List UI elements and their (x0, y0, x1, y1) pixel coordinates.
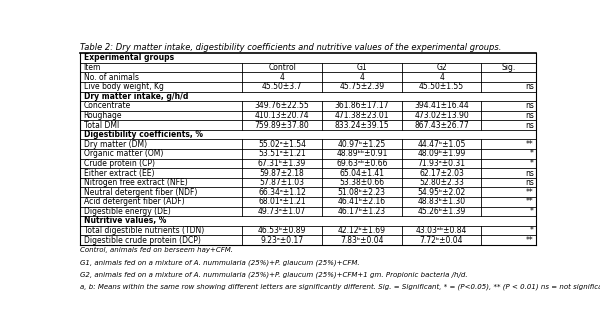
Text: 71.93ᵃ±0.31: 71.93ᵃ±0.31 (418, 159, 466, 168)
Text: *: * (530, 207, 534, 216)
Text: G2: G2 (436, 63, 447, 72)
Text: Live body weight, Kg: Live body weight, Kg (83, 82, 163, 91)
Text: G2, animals fed on a mixture of A. nummularia (25%)+P. glaucum (25%)+CFM+1 gm. P: G2, animals fed on a mixture of A. nummu… (80, 271, 468, 278)
Text: 48.09ᵇ±1.99: 48.09ᵇ±1.99 (418, 149, 466, 158)
Text: 46.41ᵇ±2.16: 46.41ᵇ±2.16 (338, 197, 386, 206)
Text: Acid detergent fiber (ADF): Acid detergent fiber (ADF) (83, 197, 184, 206)
Text: 65.04±1.41: 65.04±1.41 (340, 168, 385, 177)
Text: 55.02ᵃ±1.54: 55.02ᵃ±1.54 (258, 140, 306, 149)
Text: ns: ns (525, 178, 534, 187)
Text: ns: ns (525, 111, 534, 120)
Text: Total DMI: Total DMI (83, 121, 119, 130)
Text: ns: ns (525, 82, 534, 91)
Text: 833.24±39.15: 833.24±39.15 (335, 121, 389, 130)
Text: 52.80±2.33: 52.80±2.33 (419, 178, 464, 187)
Text: 45.50±3.7: 45.50±3.7 (262, 82, 302, 91)
Text: ns: ns (525, 102, 534, 111)
Text: 45.26ᵇ±1.39: 45.26ᵇ±1.39 (418, 207, 466, 216)
Text: Digestibility coefficients, %: Digestibility coefficients, % (83, 130, 203, 139)
Text: 759.89±37.80: 759.89±37.80 (254, 121, 310, 130)
Text: Item: Item (83, 63, 101, 72)
Text: *: * (530, 226, 534, 235)
Text: *: * (530, 149, 534, 158)
Text: 4: 4 (439, 72, 444, 81)
Text: 62.17±2.03: 62.17±2.03 (419, 168, 464, 177)
Text: 361.86±17.17: 361.86±17.17 (335, 102, 389, 111)
Text: 49.73ᵃ±1.07: 49.73ᵃ±1.07 (258, 207, 306, 216)
Text: 48.83ᵇ±1.30: 48.83ᵇ±1.30 (418, 197, 466, 206)
Text: 42.12ᵇ±1.69: 42.12ᵇ±1.69 (338, 226, 386, 235)
Text: Experimental groups: Experimental groups (83, 53, 173, 62)
Text: 410.13±20.74: 410.13±20.74 (255, 111, 310, 120)
Text: 471.38±23.01: 471.38±23.01 (335, 111, 389, 120)
Text: 7.83ᵇ±0.04: 7.83ᵇ±0.04 (340, 235, 383, 244)
Text: 44.47ᵇ±1.05: 44.47ᵇ±1.05 (418, 140, 466, 149)
Text: Digestible crude protein (DCP): Digestible crude protein (DCP) (83, 235, 200, 244)
Text: Total digestible nutrients (TDN): Total digestible nutrients (TDN) (83, 226, 204, 235)
Text: 394.41±16.44: 394.41±16.44 (414, 102, 469, 111)
Text: Either extract (EE): Either extract (EE) (83, 168, 154, 177)
Text: **: ** (526, 140, 534, 149)
Text: 4: 4 (280, 72, 284, 81)
Text: 473.02±13.90: 473.02±13.90 (414, 111, 469, 120)
Text: **: ** (526, 235, 534, 244)
Text: Table 2: Dry matter intake, digestibility coefficients and nutritive values of t: Table 2: Dry matter intake, digestibilit… (80, 43, 502, 52)
Text: Neutral detergent fiber (NDF): Neutral detergent fiber (NDF) (83, 188, 197, 197)
Text: Roughage: Roughage (83, 111, 122, 120)
Text: Control: Control (268, 63, 296, 72)
Text: Control, animals fed on berseem hay+CFM.: Control, animals fed on berseem hay+CFM. (80, 247, 233, 253)
Text: 46.17ᵇ±1.23: 46.17ᵇ±1.23 (338, 207, 386, 216)
Text: 67.31ᵇ±1.39: 67.31ᵇ±1.39 (258, 159, 306, 168)
Text: Sig.: Sig. (502, 63, 516, 72)
Text: 53.38±0.66: 53.38±0.66 (339, 178, 385, 187)
Text: Concentrate: Concentrate (83, 102, 131, 111)
Text: Dry matter (DM): Dry matter (DM) (83, 140, 146, 149)
Text: 66.34ᵃ±1.12: 66.34ᵃ±1.12 (258, 188, 306, 197)
Text: G1, animals fed on a mixture of A. nummularia (25%)+P. glaucum (25%)+CFM.: G1, animals fed on a mixture of A. nummu… (80, 259, 360, 266)
Text: 68.01ᵃ±1.21: 68.01ᵃ±1.21 (258, 197, 306, 206)
Text: No. of animals: No. of animals (83, 72, 139, 81)
Text: Organic matter (OM): Organic matter (OM) (83, 149, 163, 158)
Text: 867.43±26.77: 867.43±26.77 (414, 121, 469, 130)
Text: Digestible energy (DE): Digestible energy (DE) (83, 207, 170, 216)
Text: Crude protein (CP): Crude protein (CP) (83, 159, 155, 168)
Text: 46.53ᵇ±0.89: 46.53ᵇ±0.89 (258, 226, 306, 235)
Text: 45.50±1.55: 45.50±1.55 (419, 82, 464, 91)
Text: **: ** (526, 188, 534, 197)
Text: 9.23ᵃ±0.17: 9.23ᵃ±0.17 (260, 235, 304, 244)
Text: 43.03ᵃᵇ±0.84: 43.03ᵃᵇ±0.84 (416, 226, 467, 235)
Text: **: ** (526, 197, 534, 206)
Text: 45.75±2.39: 45.75±2.39 (339, 82, 385, 91)
Text: 48.89ᵇᵇ±0.91: 48.89ᵇᵇ±0.91 (336, 149, 388, 158)
Text: 40.97ᵇ±1.25: 40.97ᵇ±1.25 (338, 140, 386, 149)
Text: 4: 4 (359, 72, 364, 81)
Text: 69.63ᵃᵇ±0.66: 69.63ᵃᵇ±0.66 (336, 159, 388, 168)
Text: 349.76±22.55: 349.76±22.55 (254, 102, 310, 111)
Text: Nutritive values, %: Nutritive values, % (83, 216, 166, 225)
Text: *: * (530, 159, 534, 168)
Text: 59.87±2.18: 59.87±2.18 (260, 168, 304, 177)
Text: ns: ns (525, 121, 534, 130)
Text: 57.87±1.03: 57.87±1.03 (260, 178, 305, 187)
Text: 54.95ᵇ±2.02: 54.95ᵇ±2.02 (418, 188, 466, 197)
Text: ns: ns (525, 168, 534, 177)
Text: 51.08ᵇ±2.23: 51.08ᵇ±2.23 (338, 188, 386, 197)
Text: 7.72ᵇ±0.04: 7.72ᵇ±0.04 (420, 235, 463, 244)
Text: 53.51ᵃ±1.21: 53.51ᵃ±1.21 (258, 149, 306, 158)
Text: Nitrogen free extract (NFE): Nitrogen free extract (NFE) (83, 178, 187, 187)
Text: Dry matter intake, g/h/d: Dry matter intake, g/h/d (83, 92, 188, 101)
Text: a, b: Means within the same row showing different letters are significantly diff: a, b: Means within the same row showing … (80, 283, 600, 290)
Text: G1: G1 (356, 63, 367, 72)
